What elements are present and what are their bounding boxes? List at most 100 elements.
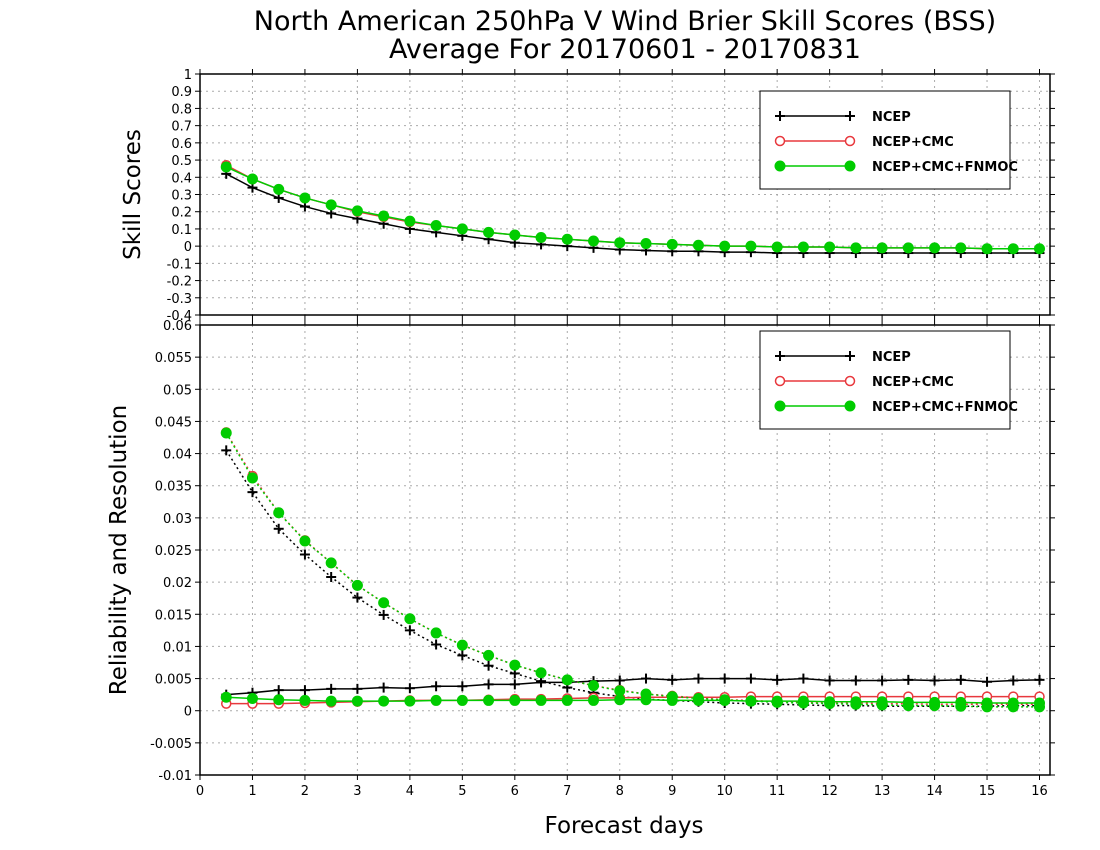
data-point [456, 639, 468, 651]
x-tick-label: 4 [406, 784, 414, 799]
data-point [220, 691, 232, 703]
y-tick-label: 0.03 [163, 512, 192, 527]
reliability-resolution-panel: -0.01 -0.005 0 0.005 0.01 0.015 0.02 0.025 0.03 0… [106, 319, 1055, 799]
data-point [430, 627, 442, 639]
legend-box [759, 90, 1011, 190]
data-point [1034, 243, 1046, 255]
x-tick-label: 8 [616, 784, 624, 799]
data-point [719, 673, 730, 684]
data-point [535, 694, 547, 706]
x-tick-label: 1 [248, 784, 256, 799]
legend-label: NCEP+CMC [872, 375, 954, 390]
data-point [483, 649, 495, 661]
legend-marker [774, 135, 786, 147]
y-tick-label: 0.045 [155, 415, 192, 430]
data-point [378, 695, 390, 707]
y-tick-label: 1 [184, 68, 192, 83]
data-point [404, 625, 415, 636]
data-point [771, 696, 783, 708]
legend-label: NCEP+CMC+FNMOC [872, 400, 1018, 415]
data-point [745, 673, 756, 684]
data-point [666, 691, 678, 703]
data-point [876, 242, 888, 254]
data-point [456, 223, 468, 235]
data-point [614, 237, 626, 249]
data-point [693, 673, 704, 684]
data-point [509, 694, 521, 706]
data-point [561, 233, 573, 245]
data-point [378, 210, 390, 222]
legend-marker [844, 160, 856, 172]
data-point [955, 700, 967, 712]
x-tick-label: 10 [716, 784, 733, 799]
legend-marker [844, 375, 856, 387]
data-point [299, 549, 310, 560]
data-point [273, 685, 284, 696]
y-axis-label: Skill Scores [120, 129, 146, 260]
legend-marker [774, 160, 786, 172]
data-point [247, 487, 258, 498]
data-point [981, 243, 993, 255]
y-tick-label: 0.055 [155, 351, 192, 366]
y-tick-label: 0 [184, 240, 192, 255]
data-point [982, 676, 993, 687]
data-point [351, 695, 363, 707]
data-point [614, 685, 626, 697]
y-tick-label: 0 [184, 705, 192, 720]
data-point [404, 215, 416, 227]
legend-marker [844, 135, 856, 147]
data-point [902, 700, 914, 712]
data-point [929, 242, 941, 254]
data-point [378, 597, 390, 609]
data-point [456, 694, 468, 706]
data-point [457, 650, 468, 661]
data-point [246, 693, 258, 704]
data-point [404, 683, 415, 694]
data-point [797, 241, 809, 253]
data-point [299, 535, 311, 547]
series-ncep-cmc-resolution [220, 427, 1045, 710]
data-point [981, 701, 993, 713]
y-tick-label: 0.7 [171, 120, 192, 135]
data-point [797, 697, 809, 709]
series-line [225, 431, 1040, 706]
x-tick-label: 12 [821, 784, 838, 799]
data-point [299, 694, 311, 706]
x-tick-label: 13 [874, 784, 891, 799]
data-point [431, 639, 442, 650]
x-tick-label: 5 [458, 784, 466, 799]
legend-marker [845, 351, 855, 361]
data-point [378, 682, 389, 693]
y-tick-label: 0.05 [163, 383, 192, 398]
data-point [273, 507, 285, 519]
y-tick-label: -0.01 [158, 769, 192, 784]
y-tick-label: 0.9 [171, 85, 192, 100]
data-point [483, 694, 495, 706]
data-point [273, 694, 285, 706]
data-point [1034, 701, 1046, 713]
x-tick-label: 7 [563, 784, 571, 799]
x-tick-label: 6 [511, 784, 519, 799]
data-point [719, 694, 731, 706]
data-point [614, 675, 625, 686]
y-tick-label: 0.4 [171, 171, 192, 186]
y-tick-label: 0.5 [171, 154, 192, 169]
y-tick-label: 0.025 [155, 544, 192, 559]
data-point [457, 681, 468, 692]
series-ncep-cmc-fnmoc-reliability [220, 691, 1046, 709]
data-point [561, 674, 573, 686]
data-point [1007, 701, 1019, 713]
data-point [299, 685, 310, 696]
legend-box [759, 330, 1011, 430]
y-tick-label: -0.005 [150, 737, 192, 752]
x-tick-label: 3 [353, 784, 361, 799]
y-tick-label: 0.1 [171, 223, 192, 238]
y-tick-label: -0.2 [167, 275, 192, 290]
chart-subtitle: Average For 20170601 - 20170831 [389, 34, 861, 65]
data-point [798, 673, 809, 684]
data-point [326, 572, 337, 582]
data-point [824, 675, 835, 686]
legend-label: NCEP+CMC [872, 135, 954, 150]
plot-frame [199, 73, 1051, 316]
